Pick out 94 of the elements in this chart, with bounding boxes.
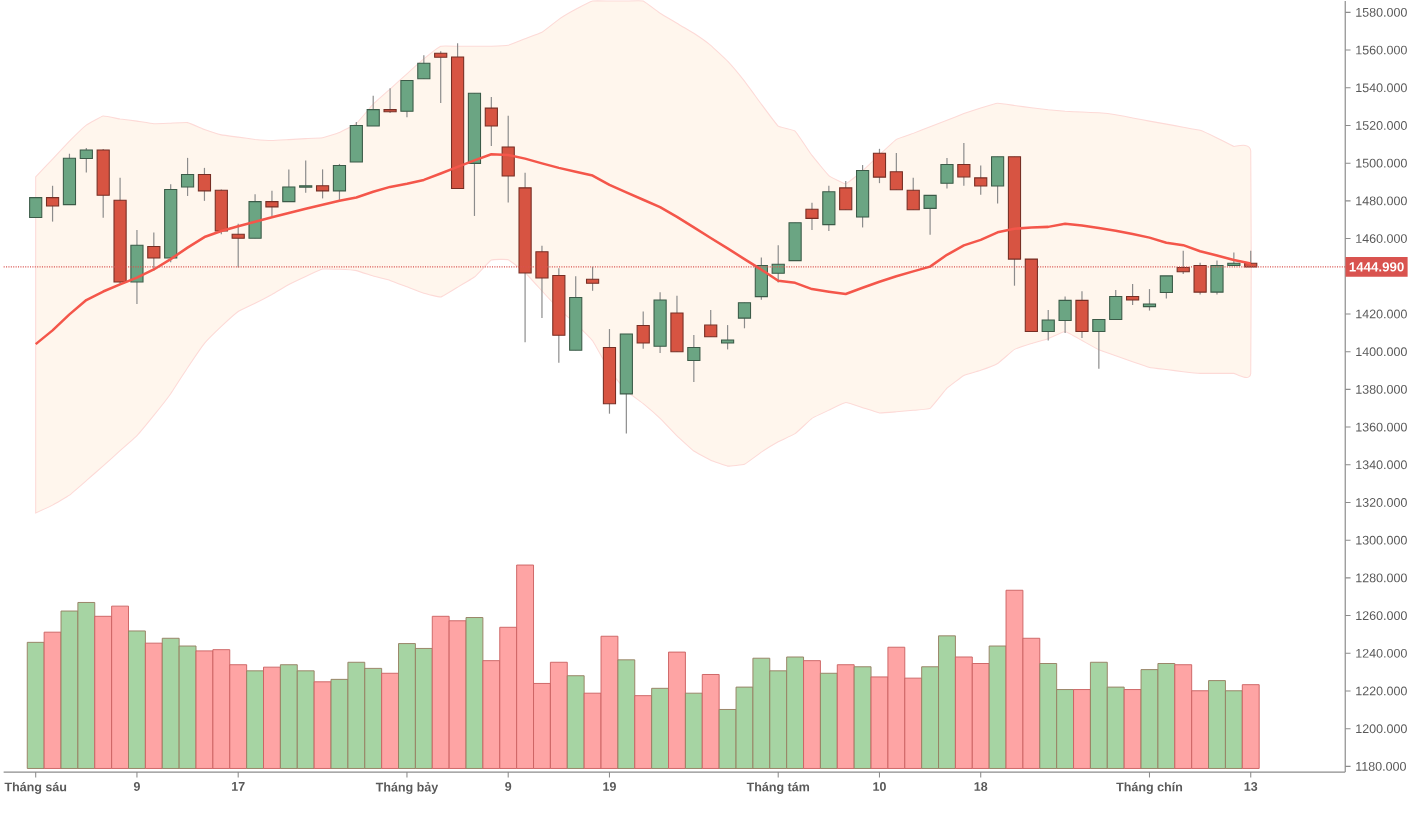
y-tick-label: 1280.000 [1356, 573, 1407, 583]
candlestick [434, 50, 448, 104]
x-tick-label: 19 [603, 781, 616, 791]
candlestick [585, 265, 600, 292]
y-tick-label: 1540.000 [1356, 83, 1407, 93]
y-tick-label: 1420.000 [1356, 309, 1407, 319]
x-tick-label: 9 [505, 781, 512, 791]
bar [836, 664, 855, 769]
y-tick-label: 1220.000 [1356, 686, 1407, 696]
bar [1073, 688, 1091, 769]
candlestick [636, 310, 650, 350]
y-tick-label: 1240.000 [1356, 648, 1407, 658]
bar [701, 673, 720, 769]
bar [246, 670, 264, 769]
candlestick [1041, 309, 1055, 342]
candlestick [265, 190, 279, 217]
candlestick [923, 194, 937, 236]
candlestick [974, 164, 988, 196]
x-tick-label: 10 [873, 781, 886, 791]
candlestick [383, 87, 397, 114]
x-tick-label: 18 [974, 781, 988, 791]
bar [26, 641, 45, 769]
candlestick [315, 168, 330, 199]
y-tick-label: 1500.000 [1356, 158, 1407, 168]
candlestick [282, 168, 296, 203]
candlestick [805, 202, 819, 231]
candlestick [839, 180, 853, 211]
y-tick-label: 1520.000 [1356, 120, 1407, 130]
y-tick-label: 1300.000 [1356, 535, 1407, 545]
y-tick-label: 1180.000 [1356, 761, 1406, 771]
bar [1241, 684, 1260, 769]
candlestick [417, 54, 431, 80]
candlestick [872, 148, 887, 184]
bar [566, 675, 585, 769]
candlestick [737, 301, 752, 329]
candlestick [197, 167, 212, 202]
y-tick-label: 1460.000 [1356, 234, 1407, 243]
candlestick [1092, 318, 1106, 370]
bar [465, 616, 484, 769]
candlestick [1159, 275, 1173, 299]
candlestick [231, 223, 245, 268]
candlestick [704, 309, 718, 338]
candlestick [180, 157, 195, 197]
bar [853, 666, 872, 769]
bar [381, 672, 399, 769]
candlestick [299, 159, 313, 194]
x-tick-label: Tháng bảy [375, 781, 439, 794]
y-tick-label: 1320.000 [1356, 497, 1407, 507]
y-tick-label: 1480.000 [1356, 196, 1407, 206]
x-tick-label: Tháng sáu [4, 781, 67, 794]
y-tick-label: 1580.000 [1356, 7, 1407, 17]
candlestick [1058, 295, 1072, 334]
candlestick [29, 196, 43, 218]
bar [43, 631, 62, 769]
candlestick [889, 152, 903, 191]
bar [617, 659, 636, 769]
bar [684, 692, 703, 769]
candlestick [1227, 251, 1241, 266]
candlestick [366, 94, 380, 127]
candlestick [906, 176, 920, 211]
bar [128, 630, 146, 769]
candlestick [79, 147, 93, 174]
bar [263, 666, 281, 769]
bar [313, 681, 332, 769]
y-tick-label: 1340.000 [1356, 460, 1407, 470]
bar [651, 687, 669, 769]
bar [803, 660, 821, 769]
bar [634, 695, 653, 769]
y-tick-label: 1360.000 [1356, 422, 1407, 432]
candlestick [957, 142, 971, 187]
x-tick-label: 13 [1244, 781, 1258, 791]
y-tick-label: 1200.000 [1356, 724, 1407, 733]
candlestick [45, 185, 60, 223]
y-tick-label: 1560.000 [1356, 45, 1407, 55]
candlestick [1142, 288, 1157, 312]
x-tick-label: Tháng tám [746, 781, 810, 794]
x-tick-label: 17 [232, 781, 245, 791]
ref-line-label: 1444.990 [1349, 262, 1404, 272]
bar [988, 645, 1007, 769]
x-tick-label: Tháng chín [1116, 781, 1183, 794]
bar [144, 642, 163, 769]
candlestick [687, 334, 701, 383]
x-tick-label: 9 [133, 781, 140, 791]
bar [819, 672, 838, 769]
candlestick [940, 157, 954, 189]
y-tick-label: 1260.000 [1356, 611, 1407, 620]
candlestick [720, 324, 735, 350]
bar [1123, 688, 1142, 769]
candlestick [1109, 289, 1123, 320]
y-tick-label: 1400.000 [1356, 347, 1407, 356]
bar [668, 651, 686, 769]
y-tick-label: 1380.000 [1356, 384, 1407, 394]
candlestick [1126, 283, 1140, 306]
candlestick [484, 96, 498, 147]
